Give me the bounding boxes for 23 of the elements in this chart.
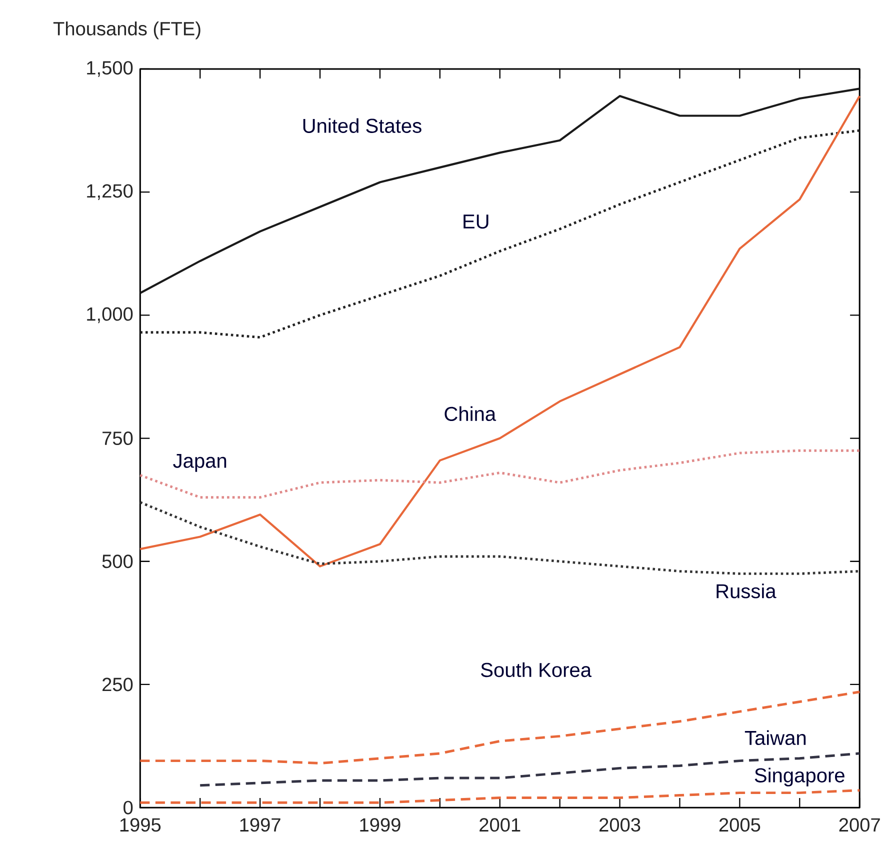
y-tick-label: 0 <box>124 800 133 814</box>
x-tick-label: 1999 <box>360 818 400 832</box>
series-label: Singapore <box>754 768 844 786</box>
series-label: EU <box>464 214 488 228</box>
x-tick-label: 2001 <box>480 818 520 832</box>
series-label: Japan <box>173 454 226 472</box>
y-tick-label: 750 <box>102 431 133 445</box>
y-tick-label: 250 <box>102 678 133 692</box>
y-axis-title: Thousands (FTE) <box>53 21 200 40</box>
series-label: Russia <box>716 583 776 598</box>
x-tick-label: 2003 <box>600 818 640 832</box>
y-tick-label: 1,500 <box>87 60 133 77</box>
y-tick-label: 1,250 <box>87 184 133 200</box>
series-label: China <box>444 406 496 421</box>
y-tick-label: 1,000 <box>87 307 133 323</box>
x-tick-label: 1995 <box>120 818 161 832</box>
text: South Korea <box>481 662 592 677</box>
x-tick-label: 1997 <box>240 818 280 832</box>
series-label: Taiwan <box>744 730 806 745</box>
y-tick-label: 500 <box>102 554 133 568</box>
series-label: United States <box>303 118 422 133</box>
x-tick-label: 2007 <box>839 818 880 832</box>
x-tick-label: 2005 <box>719 818 760 832</box>
